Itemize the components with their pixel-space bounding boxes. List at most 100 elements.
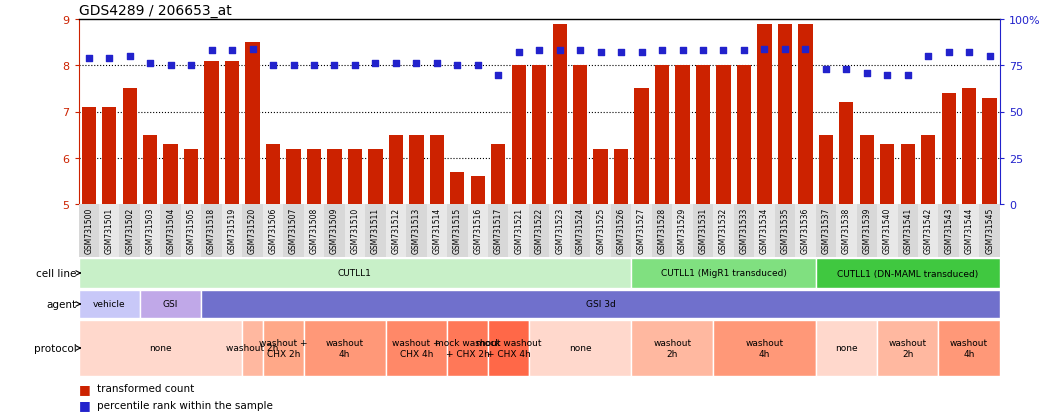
- Text: GSM731502: GSM731502: [126, 207, 134, 253]
- Bar: [713, 204, 734, 257]
- Text: GSM731538: GSM731538: [842, 207, 851, 253]
- Bar: [570, 204, 591, 257]
- Bar: [222, 204, 242, 257]
- Bar: [143, 135, 157, 204]
- Point: [694, 48, 711, 55]
- Bar: [426, 204, 447, 257]
- FancyBboxPatch shape: [140, 290, 201, 318]
- Point: [306, 63, 322, 69]
- Bar: [409, 135, 424, 204]
- Text: GSM731529: GSM731529: [678, 207, 687, 253]
- Point: [940, 50, 957, 57]
- Point: [674, 48, 691, 55]
- FancyBboxPatch shape: [938, 320, 1000, 376]
- Bar: [160, 204, 181, 257]
- Point: [510, 50, 527, 57]
- FancyBboxPatch shape: [529, 320, 631, 376]
- Text: ■: ■: [79, 382, 90, 395]
- Point: [326, 63, 342, 69]
- Bar: [631, 204, 652, 257]
- Point: [878, 72, 895, 78]
- Text: GSM731500: GSM731500: [84, 207, 93, 254]
- Point: [203, 48, 220, 55]
- Point: [244, 46, 261, 53]
- Text: transformed count: transformed count: [97, 383, 195, 393]
- Text: agent: agent: [46, 299, 76, 309]
- Bar: [737, 66, 751, 204]
- Bar: [529, 204, 550, 257]
- Bar: [245, 43, 260, 204]
- Bar: [959, 204, 979, 257]
- Text: washout +
CHX 2h: washout + CHX 2h: [259, 339, 308, 358]
- Point: [593, 50, 609, 57]
- Point: [141, 61, 158, 68]
- Text: protocol: protocol: [34, 343, 76, 353]
- FancyBboxPatch shape: [385, 320, 447, 376]
- Text: washout
4h: washout 4h: [950, 339, 988, 358]
- Bar: [201, 204, 222, 257]
- Text: GSM731531: GSM731531: [698, 207, 708, 253]
- Text: CUTLL1 (DN-MAML transduced): CUTLL1 (DN-MAML transduced): [838, 269, 978, 278]
- Text: CUTLL1 (MigR1 transduced): CUTLL1 (MigR1 transduced): [661, 269, 786, 278]
- Text: GSM731514: GSM731514: [432, 207, 442, 253]
- Text: GSM731515: GSM731515: [452, 207, 462, 253]
- Point: [387, 61, 404, 68]
- Point: [653, 48, 670, 55]
- Point: [633, 50, 650, 57]
- Point: [899, 72, 916, 78]
- Text: GSM731537: GSM731537: [821, 207, 830, 254]
- FancyBboxPatch shape: [816, 320, 877, 376]
- Text: washout
4h: washout 4h: [326, 339, 363, 358]
- Text: washout
2h: washout 2h: [653, 339, 691, 358]
- FancyBboxPatch shape: [242, 320, 263, 376]
- Text: GSM731544: GSM731544: [964, 207, 974, 254]
- Bar: [693, 204, 713, 257]
- Text: GSM731512: GSM731512: [392, 207, 400, 253]
- Text: GSM731510: GSM731510: [351, 207, 359, 253]
- Text: none: none: [836, 344, 857, 353]
- Bar: [881, 145, 894, 204]
- Text: GSM731523: GSM731523: [555, 207, 564, 253]
- Text: GSM731520: GSM731520: [248, 207, 258, 253]
- Text: GSM731504: GSM731504: [166, 207, 175, 254]
- Text: GSM731525: GSM731525: [596, 207, 605, 253]
- Bar: [696, 66, 710, 204]
- FancyBboxPatch shape: [816, 258, 1000, 289]
- Bar: [716, 66, 731, 204]
- Text: GSM731517: GSM731517: [494, 207, 503, 253]
- FancyBboxPatch shape: [877, 320, 938, 376]
- Bar: [979, 204, 1000, 257]
- Bar: [509, 204, 529, 257]
- Point: [224, 48, 241, 55]
- Bar: [307, 149, 321, 204]
- Bar: [757, 24, 772, 204]
- Bar: [982, 98, 997, 204]
- Bar: [918, 204, 938, 257]
- Bar: [122, 89, 137, 204]
- Bar: [388, 135, 403, 204]
- Text: washout 2h: washout 2h: [226, 344, 279, 353]
- Point: [715, 48, 732, 55]
- Bar: [938, 204, 959, 257]
- Point: [162, 63, 179, 69]
- Bar: [284, 204, 304, 257]
- Bar: [286, 149, 300, 204]
- Point: [838, 66, 854, 73]
- Text: none: none: [149, 344, 172, 353]
- Text: GSI 3d: GSI 3d: [585, 300, 616, 309]
- Point: [347, 63, 363, 69]
- Point: [428, 61, 445, 68]
- Bar: [328, 149, 341, 204]
- Text: GSM731513: GSM731513: [411, 207, 421, 253]
- Bar: [921, 135, 935, 204]
- Bar: [532, 66, 547, 204]
- Point: [756, 46, 773, 53]
- Point: [920, 54, 937, 60]
- Text: GSM731543: GSM731543: [944, 207, 953, 254]
- Bar: [610, 204, 631, 257]
- Bar: [344, 204, 365, 257]
- Text: GSM731503: GSM731503: [146, 207, 155, 254]
- Bar: [795, 204, 816, 257]
- Text: GSM731536: GSM731536: [801, 207, 810, 254]
- Bar: [860, 135, 874, 204]
